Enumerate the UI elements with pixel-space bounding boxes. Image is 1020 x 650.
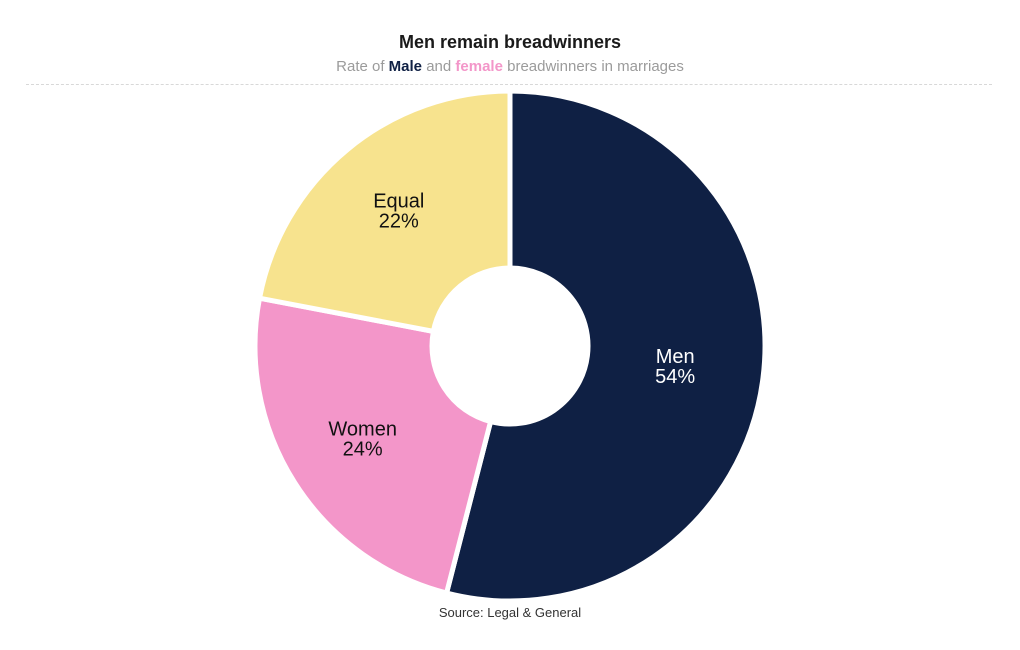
title-divider — [26, 84, 992, 85]
slice-label-equal: Equal — [373, 191, 424, 213]
slice-women — [252, 295, 494, 596]
chart-title: Men remain breadwinners — [398, 32, 622, 52]
slice-men — [444, 88, 768, 604]
chart-source: Source: Legal & General — [438, 605, 582, 620]
subtitle-male: Male — [388, 58, 423, 75]
subtitle-suffix: breadwinners in marriages — [502, 58, 684, 75]
slice-label-men: Men — [656, 346, 695, 368]
slice-value-women: 24% — [343, 439, 383, 461]
slice-equal — [257, 88, 513, 334]
chart-subtitle: Rate of Male and female breadwinners in … — [0, 58, 1020, 75]
slice-value-equal: 22% — [379, 211, 419, 233]
subtitle-female: female — [455, 58, 503, 75]
slice-value-men: 54% — [655, 366, 695, 388]
subtitle-middle: and — [422, 58, 456, 75]
subtitle-prefix: Rate of — [336, 58, 389, 75]
slice-label-women: Women — [328, 419, 397, 441]
